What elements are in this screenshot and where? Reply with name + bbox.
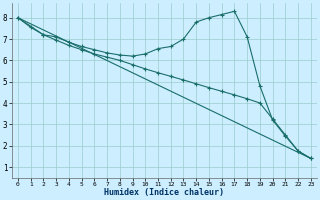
X-axis label: Humidex (Indice chaleur): Humidex (Indice chaleur) bbox=[104, 188, 224, 197]
